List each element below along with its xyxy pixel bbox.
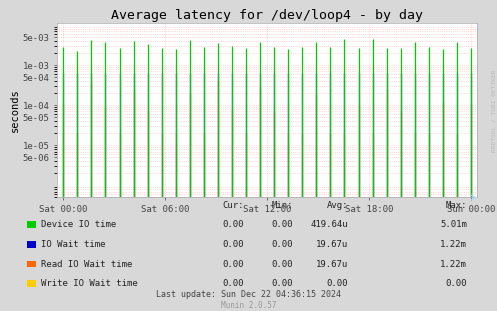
Text: 1.22m: 1.22m	[440, 240, 467, 249]
Text: Device IO time: Device IO time	[41, 220, 116, 229]
Text: 19.67u: 19.67u	[316, 240, 348, 249]
Text: 0.00: 0.00	[222, 220, 244, 229]
Text: 0.00: 0.00	[446, 279, 467, 288]
Text: Avg:: Avg:	[327, 201, 348, 210]
Text: Max:: Max:	[446, 201, 467, 210]
Text: 0.00: 0.00	[272, 240, 293, 249]
Text: 0.00: 0.00	[272, 220, 293, 229]
Text: Write IO Wait time: Write IO Wait time	[41, 279, 138, 288]
Text: 19.67u: 19.67u	[316, 260, 348, 268]
Text: 0.00: 0.00	[222, 279, 244, 288]
Text: 0.00: 0.00	[222, 240, 244, 249]
Text: 419.64u: 419.64u	[310, 220, 348, 229]
Text: Last update: Sun Dec 22 04:36:15 2024: Last update: Sun Dec 22 04:36:15 2024	[156, 290, 341, 299]
Text: RRDTOOL / TOBI OETIKER: RRDTOOL / TOBI OETIKER	[491, 69, 496, 152]
Text: Cur:: Cur:	[222, 201, 244, 210]
Title: Average latency for /dev/loop4 - by day: Average latency for /dev/loop4 - by day	[111, 9, 423, 22]
Text: Read IO Wait time: Read IO Wait time	[41, 260, 132, 268]
Text: 0.00: 0.00	[327, 279, 348, 288]
Text: 1.22m: 1.22m	[440, 260, 467, 268]
Text: 0.00: 0.00	[272, 279, 293, 288]
Text: 5.01m: 5.01m	[440, 220, 467, 229]
Text: 0.00: 0.00	[222, 260, 244, 268]
Y-axis label: seconds: seconds	[10, 89, 20, 132]
Text: Munin 2.0.57: Munin 2.0.57	[221, 301, 276, 310]
Text: 0.00: 0.00	[272, 260, 293, 268]
Text: Min:: Min:	[272, 201, 293, 210]
Text: IO Wait time: IO Wait time	[41, 240, 105, 249]
